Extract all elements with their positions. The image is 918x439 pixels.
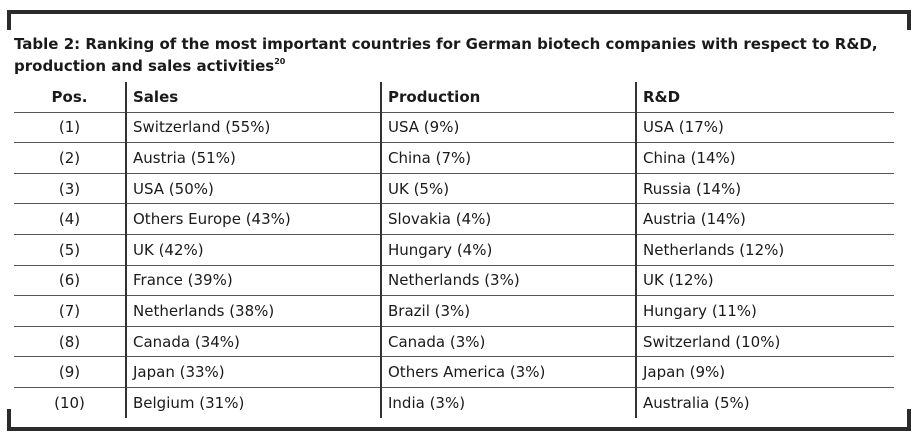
cell-rd: UK (12%) [635, 265, 894, 297]
cell-production: UK (5%) [380, 173, 636, 205]
table-row: (10) Belgium (31%) India (3%) Australia (5%… [14, 387, 894, 418]
cell-sales: Austria (51%) [125, 142, 381, 174]
table-row: (6) France (39%) Netherlands (3%) UK (12%) [14, 265, 894, 297]
table-row: (1) Switzerland (55%) USA (9%) USA (17%) [14, 112, 894, 144]
table-row: (3) USA (50%) UK (5%) Russia (14%) [14, 173, 894, 205]
table-header-row: Pos. Sales Production R&D [14, 82, 894, 113]
header-rd: R&D [635, 82, 894, 113]
cell-rd: Japan (9%) [635, 356, 894, 388]
cell-sales: USA (50%) [125, 173, 381, 205]
cell-sales: Belgium (31%) [125, 387, 381, 418]
cell-rd: USA (17%) [635, 112, 894, 144]
table-caption: Table 2: Ranking of the most important c… [14, 33, 894, 77]
cell-production: USA (9%) [380, 112, 636, 144]
cell-pos: (9) [14, 356, 126, 388]
cell-pos: (2) [14, 142, 126, 174]
cell-pos: (7) [14, 295, 126, 327]
cell-rd: Australia (5%) [635, 387, 894, 418]
cell-rd: Switzerland (10%) [635, 326, 894, 358]
header-sales: Sales [125, 82, 381, 113]
cell-production: China (7%) [380, 142, 636, 174]
header-pos: Pos. [14, 82, 126, 113]
cell-production: Canada (3%) [380, 326, 636, 358]
table-row: (2) Austria (51%) China (7%) China (14%) [14, 142, 894, 174]
frame-corner-bottom-right [907, 409, 911, 431]
cell-pos: (5) [14, 234, 126, 266]
table-frame [7, 10, 911, 431]
table-row: (8) Canada (34%) Canada (3%) Switzerland (1… [14, 326, 894, 358]
caption-footnote: 20 [274, 57, 286, 66]
cell-pos: (10) [54, 393, 85, 412]
cell-production: Others America (3%) [380, 356, 636, 388]
cell-sales: UK (42%) [125, 234, 381, 266]
cell-pos: (1) [14, 112, 126, 144]
cell-production: Hungary (4%) [380, 234, 636, 266]
frame-bottom-rule [7, 427, 911, 431]
cell-sales: Netherlands (38%) [125, 295, 381, 327]
cell-sales: Canada (34%) [125, 326, 381, 358]
cell-pos: (4) [14, 203, 126, 235]
cell-rd: Russia (14%) [635, 173, 894, 205]
table-row: (7) Netherlands (38%) Brazil (3%) Hungary (… [14, 295, 894, 327]
frame-top-rule [7, 10, 911, 14]
caption-text: Table 2: Ranking of the most important c… [14, 35, 878, 75]
table-row: (9) Japan (33%) Others America (3%) Japan (… [14, 356, 894, 388]
header-production: Production [380, 82, 636, 113]
cell-rd: Austria (14%) [635, 203, 894, 235]
cell-rd: China (14%) [635, 142, 894, 174]
table-row: (5) UK (42%) Hungary (4%) Netherlands (12%) [14, 234, 894, 266]
cell-sales: Switzerland (55%) [125, 112, 381, 144]
frame-corner-bottom-left [7, 409, 11, 431]
cell-production: India (3%) [380, 387, 636, 418]
cell-sales: Others Europe (43%) [125, 203, 381, 235]
frame-corner-top-left [7, 10, 11, 30]
cell-sales: Japan (33%) [125, 356, 381, 388]
cell-pos: (8) [14, 326, 126, 358]
table-body: (1) Switzerland (55%) USA (9%) USA (17%) (2)… [14, 112, 894, 418]
cell-production: Brazil (3%) [380, 295, 636, 327]
cell-production: Netherlands (3%) [380, 265, 636, 297]
ranking-table: Pos. Sales Production R&D (1) Switzerland… [14, 82, 894, 418]
cell-sales: France (39%) [125, 265, 381, 297]
cell-production: Slovakia (4%) [380, 203, 636, 235]
cell-rd: Netherlands (12%) [635, 234, 894, 266]
table-row: (4) Others Europe (43%) Slovakia (4%) Austr… [14, 203, 894, 235]
cell-rd: Hungary (11%) [635, 295, 894, 327]
frame-corner-top-right [907, 10, 911, 30]
cell-pos: (3) [14, 173, 126, 205]
cell-pos: (6) [14, 265, 126, 297]
